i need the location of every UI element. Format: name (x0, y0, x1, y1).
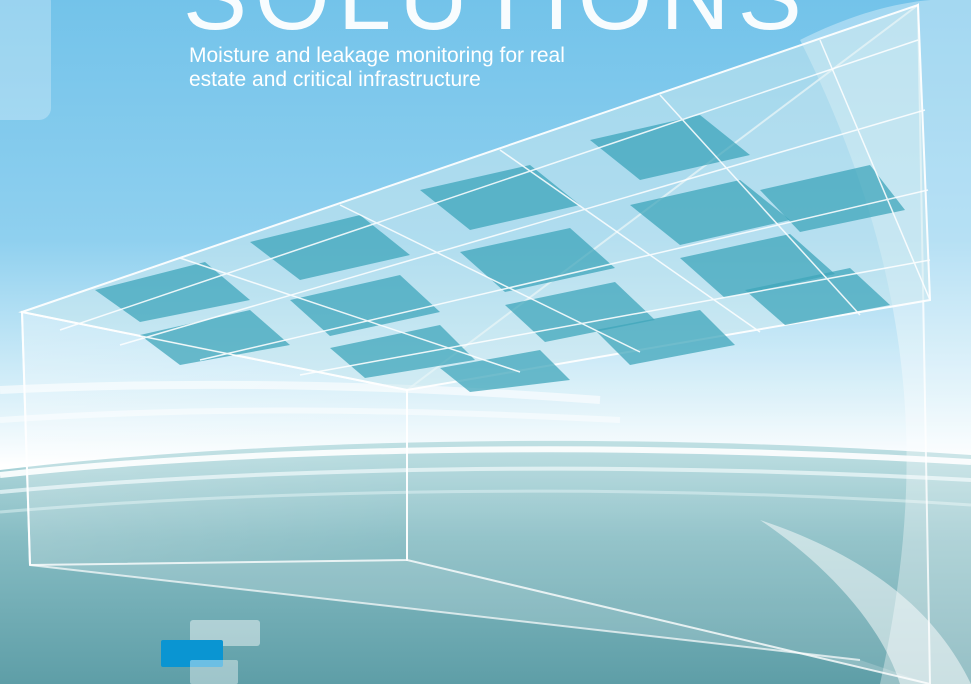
logo-mark-icon (161, 620, 260, 684)
ceiling-grid (18, 3, 932, 392)
side-tab-panel (0, 0, 51, 120)
cover-subtitle: Moisture and leakage monitoring for real… (189, 44, 565, 91)
cover-headline: SOLUTIONS (183, 0, 810, 52)
